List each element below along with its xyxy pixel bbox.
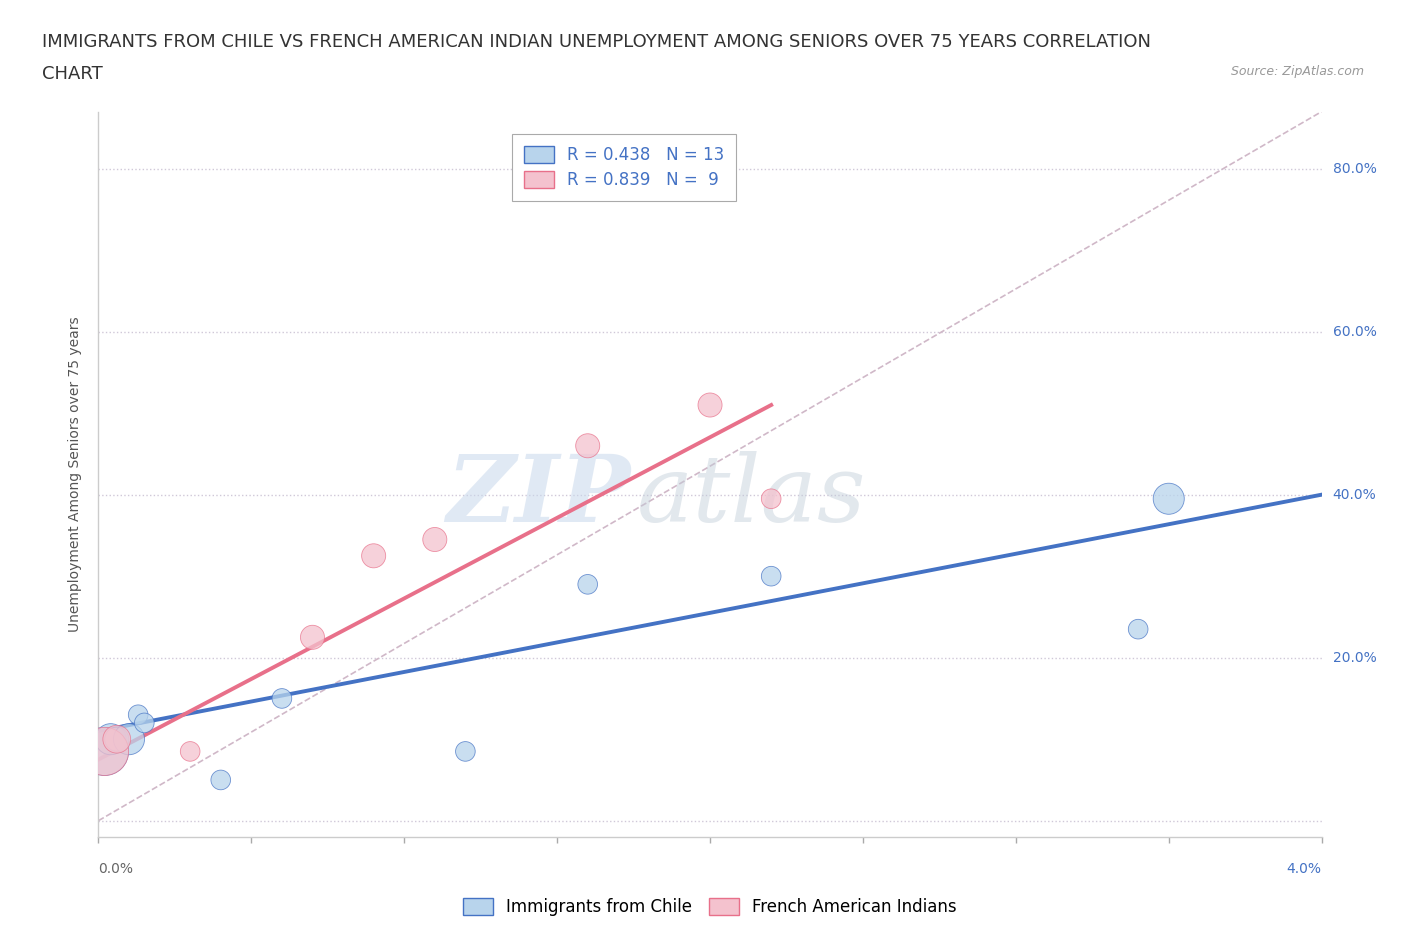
Point <box>759 569 782 584</box>
Point <box>1157 491 1180 506</box>
Point <box>209 773 232 788</box>
Point <box>363 549 385 564</box>
Point <box>1128 622 1150 637</box>
Text: atlas: atlas <box>637 451 866 541</box>
Point <box>105 732 128 747</box>
Point <box>118 732 141 747</box>
Point <box>127 708 149 723</box>
Text: 80.0%: 80.0% <box>1333 162 1376 176</box>
Point <box>93 744 115 759</box>
Point <box>301 630 323 644</box>
Point <box>454 744 477 759</box>
Point <box>576 438 599 453</box>
Text: Source: ZipAtlas.com: Source: ZipAtlas.com <box>1230 65 1364 78</box>
Point <box>699 398 721 413</box>
Text: 4.0%: 4.0% <box>1286 862 1322 876</box>
Point <box>100 732 122 747</box>
Point <box>105 732 128 747</box>
Point <box>134 715 156 730</box>
Point <box>270 691 294 706</box>
Point <box>759 491 782 506</box>
Text: 20.0%: 20.0% <box>1333 651 1376 665</box>
Text: IMMIGRANTS FROM CHILE VS FRENCH AMERICAN INDIAN UNEMPLOYMENT AMONG SENIORS OVER : IMMIGRANTS FROM CHILE VS FRENCH AMERICAN… <box>42 33 1152 50</box>
Text: 40.0%: 40.0% <box>1333 487 1376 501</box>
Point <box>576 577 599 591</box>
Text: CHART: CHART <box>42 65 103 83</box>
Legend: Immigrants from Chile, French American Indians: Immigrants from Chile, French American I… <box>457 892 963 923</box>
Text: 60.0%: 60.0% <box>1333 325 1376 339</box>
Point <box>93 744 115 759</box>
Y-axis label: Unemployment Among Seniors over 75 years: Unemployment Among Seniors over 75 years <box>69 316 83 632</box>
Point <box>179 744 201 759</box>
Text: ZIP: ZIP <box>446 451 630 541</box>
Point <box>423 532 446 547</box>
Text: 0.0%: 0.0% <box>98 862 134 876</box>
